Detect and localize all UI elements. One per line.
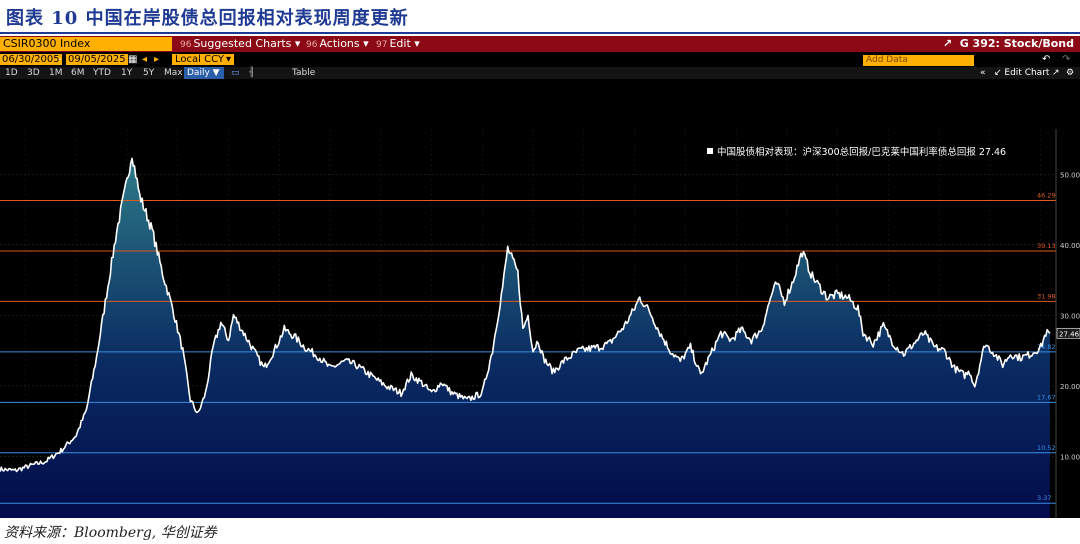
redo-icon[interactable]: ↷ bbox=[1062, 54, 1071, 65]
menu-number: 96 bbox=[180, 40, 192, 50]
title-rule bbox=[0, 32, 1080, 34]
menu-label: Suggested Charts ▾ bbox=[193, 37, 301, 50]
date-separator: - bbox=[58, 54, 62, 65]
add-data-input[interactable]: Add Data bbox=[863, 55, 974, 66]
y-tick-label: 30.00 bbox=[1060, 312, 1080, 320]
menu-number: 97 bbox=[376, 40, 388, 50]
edit-menu[interactable]: 97 Edit ▾ bbox=[376, 36, 420, 53]
date-toolbar: 06/30/2005 - 09/05/2025 ▦ ◂ ▸ Local CCY … bbox=[0, 53, 1080, 66]
prev-arrow-icon[interactable]: ◂ bbox=[142, 54, 148, 65]
reference-line-label: 31.98 bbox=[1037, 292, 1056, 300]
series-area-fill bbox=[0, 158, 1050, 518]
legend-swatch bbox=[707, 148, 713, 154]
menu-number: 96 bbox=[306, 40, 318, 50]
range-1y[interactable]: 1Y bbox=[121, 68, 133, 78]
function-toolbar: CSIR0300 Index 96 Suggested Charts ▾ 96 Ac… bbox=[0, 36, 1080, 52]
chart-area: 46.29 39.13 31.98 24.82 17.67 10.52 3.37 10.00… bbox=[0, 129, 1080, 518]
menu-label: Actions ▾ bbox=[319, 37, 369, 50]
reference-line-label: 46.29 bbox=[1037, 191, 1056, 199]
bloomberg-terminal: CSIR0300 Index 96 Suggested Charts ▾ 96 Ac… bbox=[0, 36, 1080, 518]
chevron-down-icon[interactable]: ▾ bbox=[226, 54, 232, 65]
range-1m[interactable]: 1M bbox=[49, 68, 63, 78]
currency-select[interactable]: Local CCY bbox=[172, 54, 234, 65]
edit-chart-label: Edit Chart bbox=[1004, 68, 1050, 78]
reference-line-label: 17.67 bbox=[1037, 393, 1056, 401]
ticker-field[interactable]: CSIR0300 Index bbox=[0, 37, 172, 51]
legend: 中国股债相对表现：沪深300总回报/巴克莱中国利率债总回报 27.46 bbox=[707, 146, 1006, 158]
legend-label: 中国股债相对表现：沪深300总回报/巴克莱中国利率债总回报 27.46 bbox=[717, 146, 1006, 158]
reference-line-label: 3.37 bbox=[1037, 494, 1051, 502]
reference-line-label: 24.82 bbox=[1037, 343, 1056, 351]
reference-line-label: 10.52 bbox=[1037, 444, 1056, 452]
menu-label: Edit ▾ bbox=[389, 37, 420, 50]
draw-icon[interactable]: ↗ bbox=[1052, 68, 1060, 78]
range-1d[interactable]: 1D bbox=[5, 68, 18, 78]
start-date-field[interactable]: 06/30/2005 bbox=[0, 54, 62, 65]
settings-gear-icon[interactable]: ⚙ bbox=[1066, 68, 1075, 78]
last-value-label: 27.46 bbox=[1059, 330, 1080, 338]
frequency-select[interactable]: Daily ▼ bbox=[184, 67, 224, 79]
figure-title: 图表 10 中国在岸股债总回报相对表现周度更新 bbox=[6, 8, 409, 29]
table-button[interactable]: Table bbox=[292, 68, 316, 78]
function-title-text: G 392: Stock/Bond bbox=[959, 37, 1074, 50]
end-date-field[interactable]: 09/05/2025 bbox=[66, 54, 128, 65]
range-6m[interactable]: 6M bbox=[71, 68, 85, 78]
undo-icon[interactable]: ↶ bbox=[1042, 54, 1051, 65]
y-tick-label: 40.00 bbox=[1060, 242, 1080, 250]
source-caption: 资料来源：Bloomberg, 华创证券 bbox=[4, 525, 217, 541]
last-value-tag bbox=[1056, 327, 1080, 339]
line-chart-icon[interactable]: ▭ bbox=[231, 68, 240, 78]
edit-chart-button[interactable]: ↙ Edit Chart bbox=[994, 68, 1050, 78]
range-5y[interactable]: 5Y bbox=[143, 68, 155, 78]
y-tick-label: 10.00 bbox=[1060, 453, 1080, 461]
function-title: ↗ G 392: Stock/Bond bbox=[943, 36, 1074, 52]
collapse-icon[interactable]: « bbox=[980, 68, 986, 78]
suggested-charts-menu[interactable]: 96 Suggested Charts ▾ bbox=[180, 36, 300, 53]
bar-chart-icon[interactable]: ╢ bbox=[249, 68, 255, 78]
reference-line-label: 39.13 bbox=[1037, 242, 1056, 250]
next-arrow-icon[interactable]: ▸ bbox=[154, 54, 160, 65]
y-tick-label: 20.00 bbox=[1060, 383, 1080, 391]
range-3d[interactable]: 3D bbox=[27, 68, 40, 78]
actions-menu[interactable]: 96 Actions ▾ bbox=[306, 36, 369, 53]
range-toolbar: 1D 3D 1M 6M YTD 1Y 5Y Max Daily ▼ ▭ ╢ Ta… bbox=[0, 67, 1080, 79]
calendar-icon[interactable]: ▦ bbox=[128, 54, 138, 65]
range-max[interactable]: Max bbox=[164, 68, 183, 78]
y-tick-label: 50.00 bbox=[1060, 171, 1080, 179]
popout-icon[interactable]: ↗ bbox=[942, 37, 953, 50]
series-line[interactable] bbox=[0, 157, 1051, 473]
range-ytd[interactable]: YTD bbox=[93, 68, 111, 78]
